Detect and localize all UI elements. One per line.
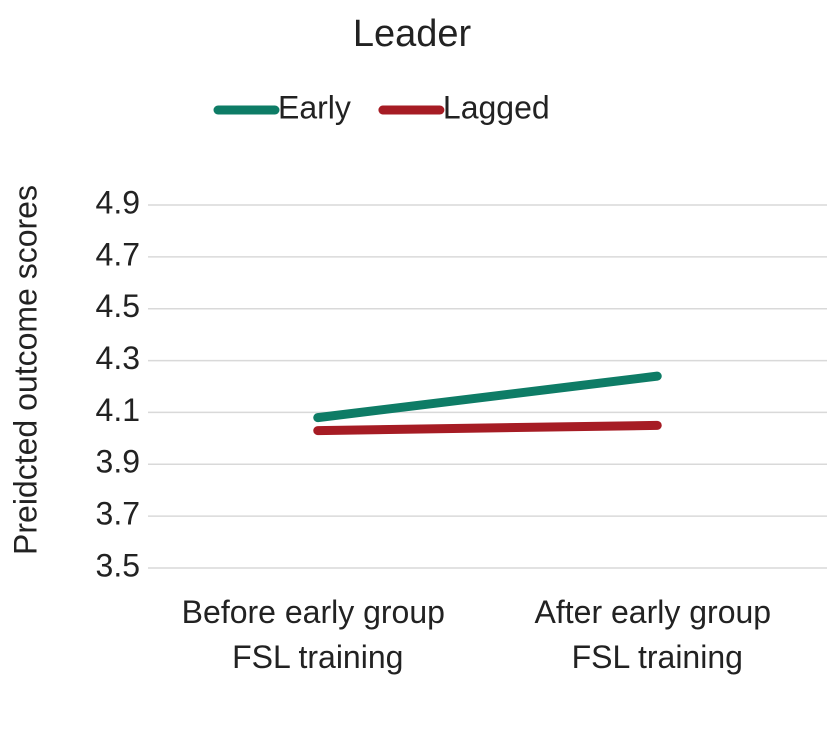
y-tick-label: 4.9 bbox=[96, 184, 140, 220]
x-tick-label: After early group FSL training bbox=[535, 594, 780, 675]
line bbox=[313, 371, 662, 423]
y-tick-label: 4.3 bbox=[96, 340, 140, 376]
y-tick-label: 3.7 bbox=[96, 496, 140, 532]
y-axis-label: Preidcted outcome scores bbox=[7, 185, 43, 555]
x-tick-label-line: FSL training bbox=[572, 639, 743, 675]
y-tick-label: 4.5 bbox=[96, 288, 140, 324]
y-tick-label: 4.1 bbox=[96, 392, 140, 428]
y-tick-label: 4.7 bbox=[96, 236, 140, 272]
legend: Early Lagged bbox=[213, 89, 550, 125]
x-tick-label: Before early group FSL training bbox=[182, 594, 454, 675]
y-tick-label: 3.9 bbox=[96, 444, 140, 480]
y-tick-label: 3.5 bbox=[96, 547, 140, 583]
x-tick-label-line: Before early group bbox=[182, 594, 454, 630]
legend-label: Early bbox=[278, 89, 351, 125]
x-tick-label-line: After early group bbox=[535, 594, 780, 630]
x-tick-label-line: FSL training bbox=[232, 639, 403, 675]
line bbox=[313, 420, 662, 436]
chart-title: Leader bbox=[353, 13, 472, 55]
legend-label: Lagged bbox=[443, 89, 550, 125]
